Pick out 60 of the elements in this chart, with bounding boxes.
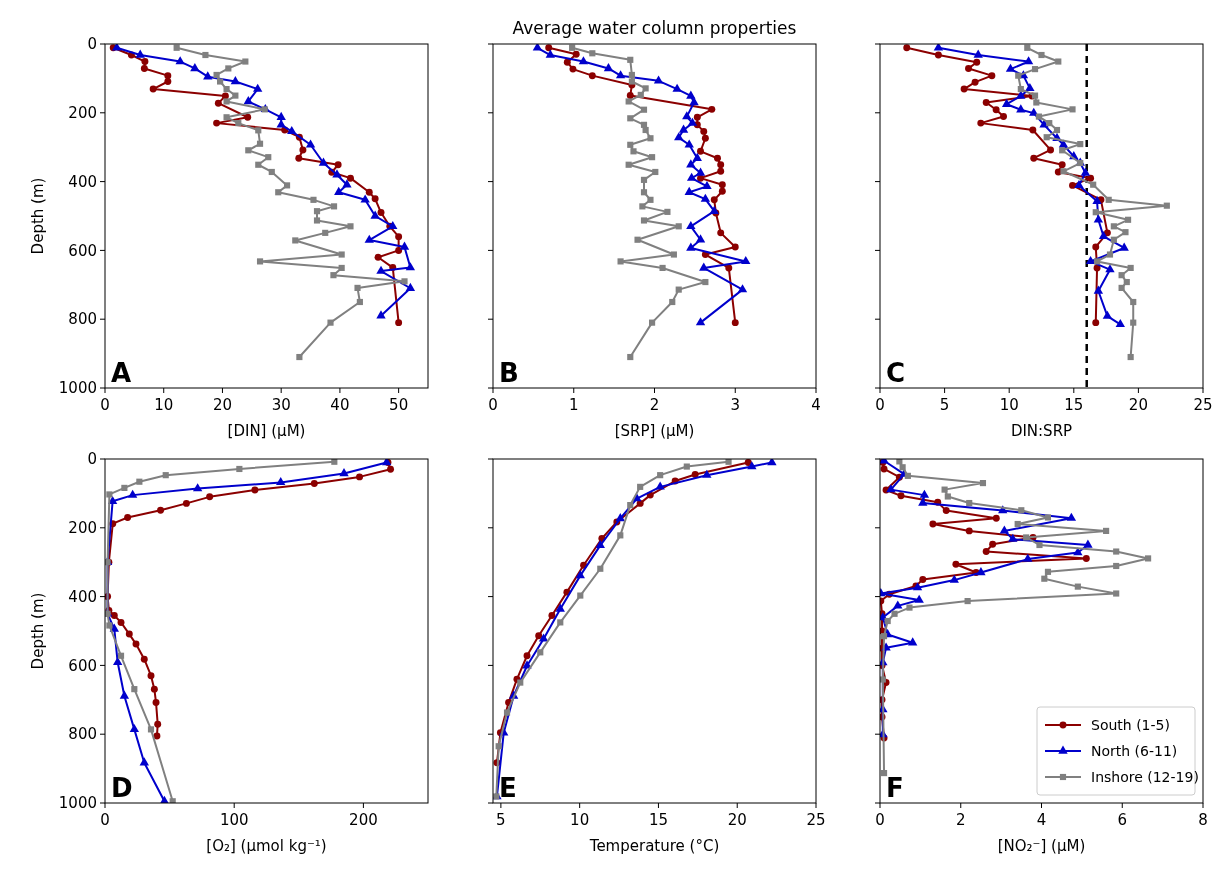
y-tick-label: 800 [68,310,97,329]
y-tick-label: 200 [68,519,97,538]
annotation: C [886,358,906,388]
y-tick-label: 1000 [58,379,97,398]
x-tick-label: 0 [100,396,110,414]
x-tick-label: 40 [330,396,350,414]
x-tick-label: 20 [1128,396,1148,414]
y-tick-label: 1000 [58,794,97,813]
x-tick-label: 4 [1036,811,1047,829]
x-tick-label: 20 [212,396,232,414]
legend-label: South (1-5) [1091,716,1170,733]
x-tick-label: 2 [649,396,660,414]
y-tick-label: 200 [68,104,97,123]
x-tick-label: 30 [271,396,291,414]
annotation: D [111,773,133,803]
x-tick-label: 10 [999,396,1019,414]
x-tick-label: 6 [1117,811,1128,829]
y-axis-title: Depth (m) [29,177,47,255]
legend-label: North (6-11) [1091,742,1178,759]
y-tick-label: 400 [68,587,97,606]
x-tick-label: 8 [1198,811,1208,829]
x-tick-label: 200 [349,811,378,829]
annotation: B [499,358,519,388]
x-tick-label: 50 [389,396,409,414]
y-tick-label: 600 [68,656,97,675]
x-tick-label: 5 [496,811,506,829]
y-tick-label: 400 [68,172,97,191]
x-tick-label: 100 [219,811,249,829]
y-tick-label: 600 [68,241,97,260]
x-tick-label: 0 [488,396,498,414]
chart-title: Average water column properties [512,18,797,38]
x-tick-label: 25 [1193,396,1213,414]
x-tick-label: 10 [154,396,174,414]
annotation: A [111,358,132,388]
x-tick-label: 15 [1064,396,1084,414]
x-axis-title: [DIN] (μM) [227,422,306,440]
x-axis-title: DIN:SRP [1010,422,1073,440]
legend-label: Inshore (12-19) [1091,768,1199,785]
x-tick-label: 0 [875,396,885,414]
x-tick-label: 2 [955,811,966,829]
y-tick-label: 0 [87,450,97,469]
y-axis-title: Depth (m) [29,592,47,670]
y-tick-label: 0 [87,35,97,54]
x-tick-label: 0 [100,811,110,829]
x-tick-label: 5 [939,396,950,414]
x-axis-title: [SRP] (μM) [614,422,695,440]
x-axis-title: [NO₂⁻] (μM) [997,837,1086,855]
x-tick-label: 0 [875,811,885,829]
annotation: E [499,773,517,803]
x-axis-title: [O₂] (μmol kg⁻¹) [206,837,327,855]
x-tick-label: 1 [568,396,579,414]
x-tick-label: 4 [811,396,821,414]
x-tick-label: 3 [730,396,741,414]
x-tick-label: 10 [570,811,590,829]
y-tick-label: 800 [68,725,97,744]
x-tick-label: 20 [727,811,747,829]
x-tick-label: 15 [648,811,668,829]
x-axis-title: Temperature (°C) [588,837,720,855]
x-tick-label: 25 [806,811,826,829]
annotation: F [886,773,904,803]
